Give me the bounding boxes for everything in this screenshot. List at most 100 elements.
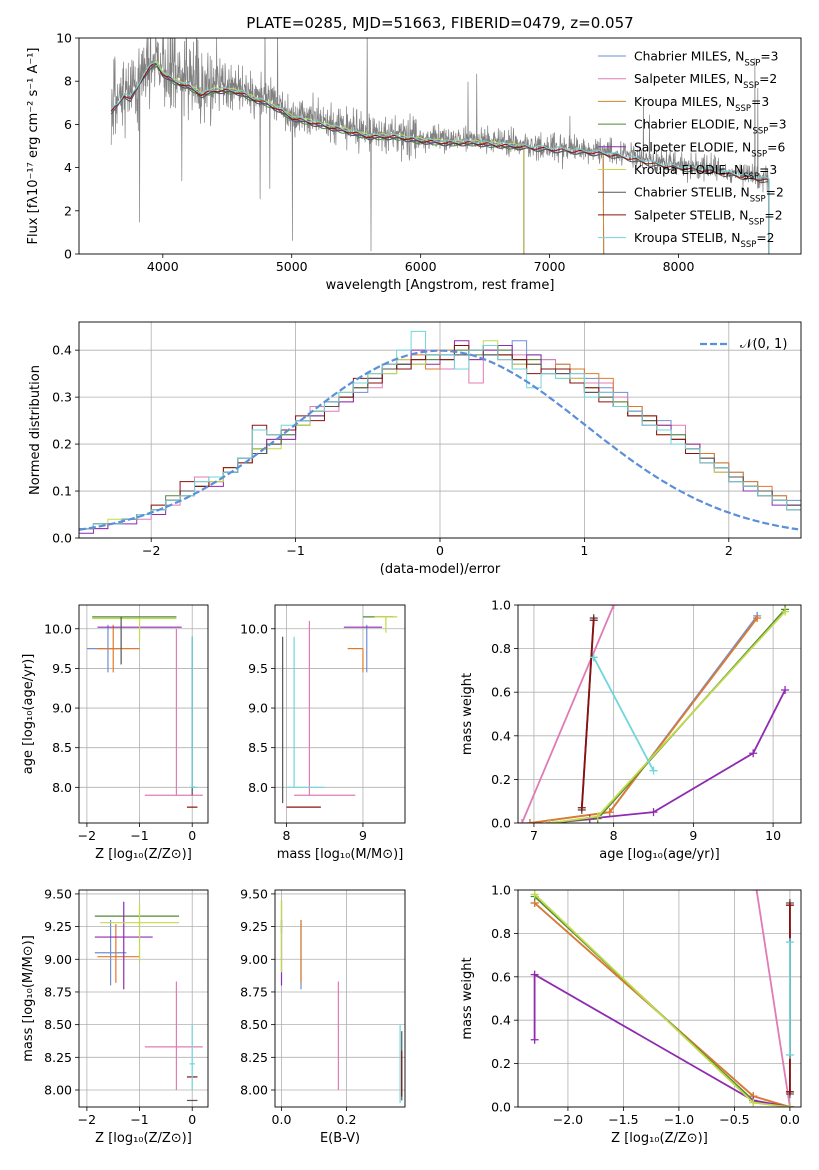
legend-label-sub: SSP [744,59,760,69]
axes-residuals: −2 −1 0 1 2 0.0 0.1 0.2 0.3 0.4 (data-model)/error… [28,321,802,577]
x-tick-label: −1.5 [608,1112,638,1127]
histogram-series [79,330,801,538]
weight-marker [589,616,598,625]
legend-label-main: Salpeter ELODIE, N [634,140,751,154]
weight-line [592,656,655,772]
y-tick-label: 8.00 [44,1083,72,1098]
x-axis-label: Z [log₁₀(Z/Z⊙)] [611,1131,708,1146]
x-tick-label: −2 [78,828,96,843]
y-axis-label: mass weight [460,673,475,755]
x-tick-label: −2.0 [553,1112,583,1127]
axes-frame [78,37,802,255]
axes-mass-vs-Z: −2 −1 0 8.00 8.25 8.50 8.75 9.00 9.25 9.50 Z [log₁… [21,886,209,1146]
error-point [100,903,180,962]
legend-label-end: =3 [768,118,786,132]
y-tick-label: 0.2 [491,1056,511,1071]
x-tick-label: −1 [130,1112,148,1127]
legend-label-end: =3 [760,50,778,64]
x-tick-label: 0.0 [272,1112,292,1127]
error-point [374,616,398,633]
model-line [110,62,605,254]
x-axis-label: wavelength [Angstrom, rest frame] [326,278,555,293]
plot-area [518,605,790,823]
weight-marker [785,1103,794,1107]
x-tick-label: 4000 [147,259,179,274]
legend-label: Chabrier STELIB, NSSP=2 [634,186,784,205]
y-tick-label: 8.5 [248,740,268,755]
legend-label: Salpeter STELIB, NSSP=2 [634,208,783,227]
legend-label-sub: SSP [751,149,767,159]
model-line [110,63,770,254]
model-line [110,62,605,254]
error-point [189,636,198,788]
weight-marker [785,938,794,947]
y-tick-label: 9.00 [240,952,268,967]
plot-area [79,330,801,538]
y-axis-label: Flux [fλ10⁻¹⁷ erg cm⁻² s⁻¹ A⁻¹] [26,48,41,245]
error-point [144,981,203,1091]
x-tick-label: 9 [359,828,367,843]
y-tick-label: 0.0 [52,531,72,546]
legend-label-sub: SSP [735,104,751,114]
y-tick-label: 0 [64,247,72,262]
axes-frame [78,604,209,824]
weight-line [549,610,786,823]
x-axis-label: age [log₁₀(age/yr)] [599,847,720,862]
x-axis-label: mass [log₁₀(M/M⊙)] [277,847,404,862]
y-tick-label: 9.50 [44,886,72,901]
legend-label-end: =2 [764,208,782,222]
error-point [189,1024,195,1091]
legend-label-main: Chabrier ELODIE, N [634,118,752,132]
axes-frame [517,604,802,824]
weight-marker [785,1087,794,1096]
x-tick-label: 1 [580,543,588,558]
weight-line [529,615,758,823]
weight-marker [785,1050,794,1059]
y-tick-label: 0.6 [491,685,511,700]
axes-weight-vs-age: 7 8 9 10 0.0 0.2 0.4 0.6 0.8 1.0 age [log₁₀(age/yr… [460,598,802,862]
x-tick-label: −1 [130,828,148,843]
weight-marker [752,890,761,894]
error-point [94,920,127,986]
weight-marker [518,819,526,823]
weight-marker [530,1035,539,1044]
weight-marker [577,803,586,812]
plot-area [110,38,770,254]
y-tick-label: 0.0 [491,816,511,831]
y-axis-label: mass weight [460,957,475,1039]
weight-marker [530,970,539,979]
y-tick-label: 0.8 [491,926,511,941]
legend-label-main: Chabrier STELIB, N [634,186,750,200]
y-tick-label: 8.25 [44,1050,72,1065]
x-tick-label: −1.0 [664,1112,694,1127]
y-tick-label: 1.0 [491,883,511,898]
x-tick-label: 5000 [276,259,308,274]
x-axis-label: Z [log₁₀(Z/Z⊙)] [95,847,192,862]
axes-spectrum: 4000 5000 6000 7000 8000 0 2 4 6 8 10 wavelength [A… [26,31,802,293]
y-tick-label: 4 [64,160,72,175]
y-tick-label: 10.0 [240,621,268,636]
y-tick-label: 10.0 [44,621,72,636]
legend-label-main: Salpeter MILES, N [634,72,743,86]
legend-label: Chabrier ELODIE, NSSP=3 [634,118,787,137]
y-tick-label: 0.1 [52,484,72,499]
legend-label-sub: SSP [743,81,759,91]
legend-label: Salpeter MILES, NSSP=2 [634,72,777,91]
plot-area [280,900,403,1104]
weight-marker [753,614,762,623]
y-axis-label: mass [log₁₀(M/M⊙)] [21,935,36,1062]
y-tick-label: 0.4 [491,728,511,743]
legend-label-end: =2 [766,186,784,200]
y-tick-label: 8.5 [52,740,72,755]
legend-label: Kroupa STELIB, NSSP=2 [634,231,775,250]
x-tick-label: 10 [765,828,781,843]
x-tick-label: 0.2 [337,1112,357,1127]
legend-label-sub: SSP [752,127,768,137]
y-tick-label: 8.50 [44,1017,72,1032]
y-tick-label: 8.50 [240,1017,268,1032]
weight-marker [785,901,794,910]
x-tick-label: 2 [725,543,733,558]
axes-frame [274,889,406,1108]
weight-line [580,620,595,808]
